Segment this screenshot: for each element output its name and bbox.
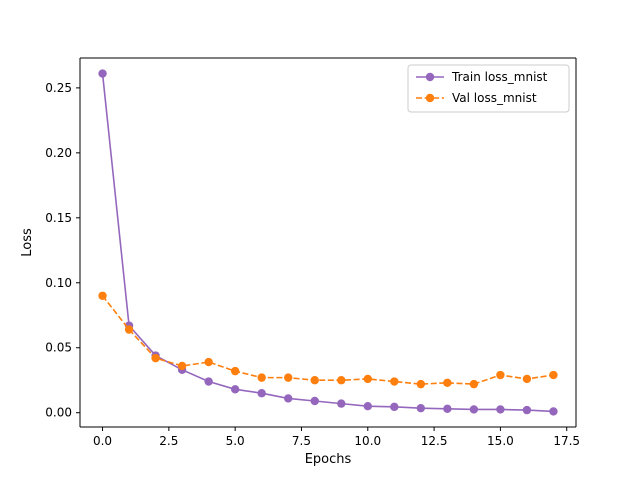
series-2-point bbox=[522, 374, 532, 384]
series-1-point bbox=[257, 389, 266, 398]
x-tick-label: 15.0 bbox=[487, 434, 514, 448]
y-tick-label: 0.25 bbox=[45, 81, 72, 95]
series-2-point bbox=[416, 379, 426, 389]
legend-marker-2 bbox=[425, 93, 435, 103]
series-2-point bbox=[230, 366, 240, 376]
x-tick-label: 7.5 bbox=[292, 434, 311, 448]
legend-label-2: Val loss_mnist bbox=[452, 91, 537, 105]
x-tick-label: 10.0 bbox=[354, 434, 381, 448]
plot-area bbox=[98, 69, 558, 416]
series-1-point bbox=[416, 403, 426, 413]
series-2-point bbox=[469, 379, 479, 389]
series-2-point bbox=[257, 373, 266, 382]
series-2-point bbox=[98, 291, 107, 300]
legend-marker-1 bbox=[425, 72, 435, 82]
y-tick-label: 0.05 bbox=[45, 341, 72, 355]
series-1-point bbox=[390, 402, 399, 412]
series-2-point bbox=[363, 374, 372, 384]
series-2-point bbox=[443, 378, 452, 388]
y-tick-label: 0.15 bbox=[45, 211, 72, 225]
axes: 0.0 2.5 5.0 7.5 10.0 12.5 15.0 17.5 0.00 0.05 0.10… bbox=[45, 57, 580, 448]
series-1-point bbox=[284, 394, 293, 403]
series-1-point bbox=[496, 405, 505, 414]
series-2-point bbox=[151, 353, 160, 363]
series-1-point bbox=[98, 69, 107, 78]
series-line-2 bbox=[101, 295, 554, 385]
series-2-point bbox=[124, 325, 134, 334]
series-2-point bbox=[496, 370, 505, 380]
series-1-point bbox=[204, 377, 213, 386]
x-tick-label: 2.5 bbox=[159, 434, 178, 448]
x-tick-label: 5.0 bbox=[226, 434, 245, 448]
x-tick-label: 12.5 bbox=[421, 434, 448, 448]
series-1-point bbox=[522, 405, 532, 415]
x-axis-label: Epochs bbox=[305, 452, 352, 467]
series-1-point bbox=[363, 402, 372, 411]
series-1-point bbox=[549, 407, 558, 416]
series-1-point bbox=[230, 385, 240, 394]
series-2-point bbox=[337, 376, 346, 385]
x-tick-label: 17.5 bbox=[553, 434, 580, 448]
legend-label-1: Train loss_mnist bbox=[451, 70, 548, 84]
y-tick-label: 0.10 bbox=[45, 276, 72, 290]
y-tick-label: 0.00 bbox=[45, 406, 72, 420]
series-line-1 bbox=[101, 73, 554, 413]
series-1-point bbox=[469, 405, 479, 414]
series-1-point bbox=[443, 404, 452, 414]
x-tick-label: 0.0 bbox=[93, 434, 112, 448]
series-1-point bbox=[337, 399, 346, 408]
legend-box bbox=[407, 64, 570, 113]
legend: Train loss_mnist Val loss_mnist bbox=[407, 64, 570, 113]
y-axis-label: Loss bbox=[20, 228, 35, 257]
y-tick-label: 0.20 bbox=[45, 146, 72, 160]
series-1-point bbox=[310, 396, 319, 406]
series-2-point bbox=[284, 373, 293, 382]
series-2-point bbox=[549, 370, 558, 380]
series-2-point bbox=[390, 377, 399, 386]
series-2-point bbox=[177, 361, 187, 371]
series-2-point bbox=[204, 357, 213, 367]
series-2-point bbox=[310, 376, 319, 385]
